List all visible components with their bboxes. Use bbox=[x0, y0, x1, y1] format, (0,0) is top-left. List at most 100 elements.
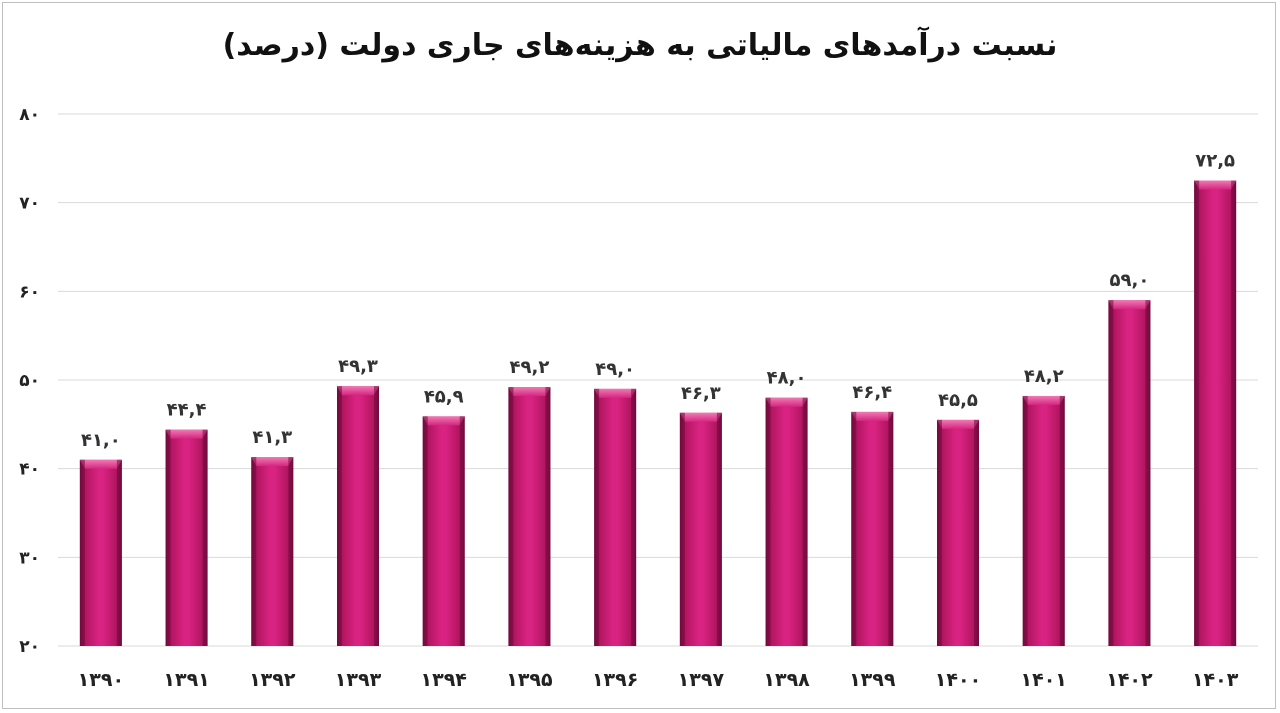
bar-cap bbox=[337, 386, 379, 396]
bar-body bbox=[594, 388, 637, 646]
y-tick-label: ۴۰ bbox=[19, 460, 40, 480]
bar-edge-right bbox=[459, 416, 465, 646]
bar-cap bbox=[1108, 300, 1151, 310]
x-tick-label: ۱۴۰۱ bbox=[1021, 669, 1067, 691]
bar-cap bbox=[508, 387, 551, 397]
bar-edge-left bbox=[851, 411, 857, 646]
bar-body bbox=[1194, 180, 1237, 646]
bar-11 bbox=[1022, 395, 1065, 646]
bar-5 bbox=[508, 387, 551, 646]
y-tick-label: ۶۰ bbox=[19, 282, 40, 302]
bar-0 bbox=[79, 459, 122, 646]
bar-body bbox=[937, 419, 979, 646]
bar-6 bbox=[594, 388, 637, 646]
data-label: ۴۶,۳ bbox=[681, 383, 721, 404]
bar-edge-right bbox=[888, 411, 894, 646]
bar-edge-right bbox=[545, 387, 551, 646]
bar-edge-right bbox=[802, 397, 808, 646]
data-label: ۴۹,۲ bbox=[510, 357, 550, 378]
y-tick-label: ۷۰ bbox=[19, 194, 40, 214]
data-label: ۴۶,۴ bbox=[852, 382, 892, 403]
bar-body bbox=[508, 387, 551, 646]
bar-4 bbox=[422, 416, 465, 646]
bar-edge-right bbox=[1059, 395, 1065, 646]
bar-body bbox=[679, 412, 722, 646]
x-tick-label: ۱۴۰۰ bbox=[935, 669, 981, 691]
bar-edge-left bbox=[594, 388, 600, 646]
x-tick-label: ۱۳۹۰ bbox=[78, 669, 124, 691]
data-label: ۷۲,۵ bbox=[1195, 151, 1235, 172]
x-tick-label: ۱۴۰۲ bbox=[1106, 669, 1153, 691]
bar-edge-left bbox=[765, 397, 771, 646]
bar-cap bbox=[679, 412, 722, 422]
bar-10 bbox=[937, 419, 979, 646]
data-label: ۴۸,۰ bbox=[767, 368, 807, 389]
bar-cap bbox=[765, 397, 808, 407]
bar-edge-right bbox=[1145, 300, 1151, 646]
x-tick-label: ۱۳۹۱ bbox=[163, 669, 209, 691]
y-tick-label: ۳۰ bbox=[19, 548, 40, 568]
x-tick-label: ۱۳۹۵ bbox=[506, 669, 553, 691]
bar-edge-left bbox=[337, 386, 342, 646]
bar-body bbox=[337, 386, 379, 646]
bar-edge-left bbox=[422, 416, 428, 646]
bar-cap bbox=[79, 459, 122, 469]
bar-body bbox=[1108, 300, 1151, 646]
x-tick-label: ۱۳۹۴ bbox=[421, 669, 467, 691]
bar-3 bbox=[337, 386, 379, 646]
bar-body bbox=[765, 397, 808, 646]
bar-edge-left bbox=[508, 387, 514, 646]
x-tick-label: ۱۳۹۳ bbox=[335, 669, 382, 691]
bar-13 bbox=[1194, 180, 1237, 646]
bar-cap bbox=[1022, 395, 1065, 405]
bar-edge-right bbox=[1231, 180, 1237, 646]
bar-edge-left bbox=[679, 412, 685, 646]
bar-1 bbox=[165, 429, 208, 646]
bar-body bbox=[251, 457, 294, 646]
bar-body bbox=[422, 416, 465, 646]
bar-edge-left bbox=[79, 459, 85, 646]
bar-body bbox=[79, 459, 122, 646]
data-label: ۴۴,۴ bbox=[167, 400, 207, 421]
bar-edge-right bbox=[374, 386, 379, 646]
bar-edge-right bbox=[288, 457, 294, 646]
chart-title: نسبت درآمدهای مالیاتی به هزینه‌های جاری … bbox=[222, 28, 1058, 63]
bar-edge-right bbox=[631, 388, 637, 646]
bar-cap bbox=[165, 429, 208, 439]
bar-edge-left bbox=[165, 429, 171, 646]
bar-cap bbox=[1194, 180, 1237, 190]
bar-edge-left bbox=[937, 419, 942, 646]
bar-12 bbox=[1108, 300, 1151, 646]
y-tick-label: ۲۰ bbox=[19, 637, 40, 657]
y-tick-label: ۵۰ bbox=[19, 371, 40, 391]
data-label: ۴۱,۰ bbox=[81, 430, 121, 451]
bar-edge-left bbox=[1194, 180, 1200, 646]
bar-2 bbox=[251, 457, 294, 646]
bar-8 bbox=[765, 397, 808, 646]
x-tick-label: ۱۳۹۲ bbox=[249, 669, 296, 691]
bar-cap bbox=[422, 416, 465, 426]
bar-body bbox=[851, 411, 894, 646]
x-tick-label: ۱۴۰۳ bbox=[1192, 669, 1239, 691]
bar-edge-left bbox=[251, 457, 257, 646]
bar-edge-left bbox=[1108, 300, 1114, 646]
bar-edge-left bbox=[1022, 395, 1028, 646]
bar-body bbox=[165, 429, 208, 646]
bar-edge-right bbox=[974, 419, 979, 646]
data-label: ۴۹,۰ bbox=[595, 359, 635, 380]
bar-cap bbox=[251, 457, 294, 467]
data-label: ۴۵,۵ bbox=[938, 390, 978, 411]
bar-9 bbox=[851, 411, 894, 646]
bar-7 bbox=[679, 412, 722, 646]
x-tick-label: ۱۳۹۶ bbox=[592, 669, 638, 691]
bar-cap bbox=[851, 411, 894, 421]
bar-edge-right bbox=[116, 459, 122, 646]
bar-edge-right bbox=[716, 412, 722, 646]
x-tick-label: ۱۳۹۷ bbox=[678, 669, 725, 691]
data-label: ۴۸,۲ bbox=[1024, 366, 1064, 387]
x-tick-label: ۱۳۹۸ bbox=[763, 669, 810, 691]
data-label: ۴۹,۳ bbox=[338, 356, 378, 377]
data-label: ۵۹,۰ bbox=[1110, 270, 1150, 291]
data-label: ۴۵,۹ bbox=[424, 386, 464, 407]
